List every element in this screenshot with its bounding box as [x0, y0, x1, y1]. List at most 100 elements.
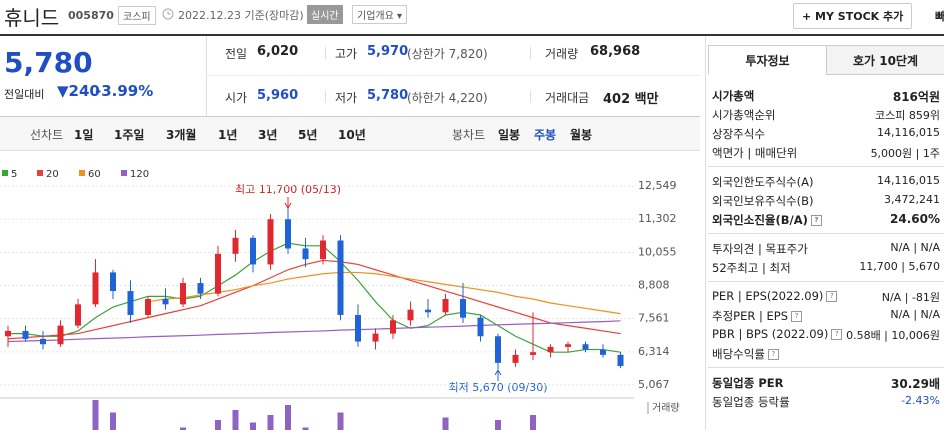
y-tick-label: 12,549 — [638, 179, 677, 192]
candle-body — [565, 344, 571, 347]
market-badge: 코스피 — [118, 6, 156, 25]
info-label: 시가총액순위 — [712, 108, 776, 122]
candle-body — [372, 333, 379, 342]
info-value: 14,116,015 — [877, 174, 940, 187]
info-label: 동일업종 등락률 — [712, 395, 790, 409]
period-option[interactable]: 월봉 — [570, 128, 593, 142]
candle-body — [407, 309, 414, 321]
y-tick-label: 5,067 — [638, 378, 670, 391]
stat-value: 5,970 — [367, 44, 409, 59]
stat-label: 시가 — [225, 91, 248, 105]
volume-label: 거래량 — [652, 402, 680, 414]
change-label: 전일대비 — [4, 88, 45, 101]
panel-divider — [705, 36, 706, 430]
group-divider — [708, 233, 944, 234]
stat-separator — [325, 47, 326, 59]
stat-label: 저가 — [335, 91, 358, 105]
info-value: N/A | N/A — [890, 308, 940, 321]
candle-body — [145, 299, 151, 315]
volume-bar — [442, 417, 449, 430]
period-option[interactable]: 주봉 — [534, 128, 557, 142]
legend-swatch — [37, 170, 43, 176]
period-option[interactable]: 3년 — [258, 128, 278, 142]
info-value: -2.43% — [901, 394, 940, 407]
period-option[interactable]: 3개월 — [166, 128, 197, 142]
period-option[interactable]: 1일 — [74, 128, 94, 142]
info-value: N/A | N/A — [890, 241, 940, 254]
candle-body — [162, 299, 169, 305]
stat-label: 전일 — [225, 47, 248, 61]
y-tick-label: 6,314 — [638, 345, 670, 358]
change-value: 240 — [68, 82, 100, 100]
panel-tab[interactable]: 호가 10단계 — [826, 45, 944, 75]
mystock-button[interactable]: + MY STOCK 추가 — [793, 3, 913, 29]
moving-average-line — [7, 259, 621, 340]
stat-extra: (상한가 7,820) — [407, 47, 488, 61]
candle-body — [197, 283, 204, 294]
info-label: 배당수익률? — [712, 346, 779, 362]
candle-body — [512, 354, 519, 363]
quick-order[interactable]: 빠른주문 — [935, 10, 944, 23]
candle-body — [92, 272, 99, 305]
candle-body — [582, 344, 589, 350]
period-option[interactable]: 일봉 — [498, 128, 521, 142]
stat-extra: (하한가 4,220) — [407, 91, 488, 105]
period-option[interactable]: 5년 — [298, 128, 318, 142]
stat-value: 5,780 — [367, 88, 409, 103]
period-option[interactable]: 1년 — [218, 128, 238, 142]
realtime-badge[interactable]: 실시간 — [307, 5, 343, 24]
info-label: 52주최고 | 최저 — [712, 261, 791, 275]
help-icon[interactable]: ? — [826, 291, 838, 302]
legend-label: 20 — [46, 169, 59, 180]
info-value: 816억원 — [892, 90, 940, 104]
price-chart: 최고 11,700 (05/13) 최저 5,670 (09/30) 거래량 1… — [0, 169, 680, 430]
moving-average-line — [8, 242, 621, 353]
volume-bar — [232, 410, 239, 430]
info-label: 투자의견 | 목표주가 — [712, 242, 808, 256]
stat-label: 고가 — [335, 47, 358, 61]
panel-tab[interactable]: 투자정보 — [708, 45, 827, 75]
help-icon[interactable]: ? — [767, 349, 779, 360]
low-annotation: 최저 5,670 (09/30) — [448, 381, 547, 394]
candle-body — [180, 283, 186, 305]
candle-body — [390, 320, 396, 334]
legend-swatch — [2, 170, 8, 176]
volume-bar — [180, 427, 186, 430]
info-value: 3,472,241 — [884, 193, 940, 206]
low-arrowhead — [494, 369, 502, 376]
candle-body — [302, 248, 309, 260]
info-value: 11,700 | 5,670 — [859, 260, 940, 273]
volume-bar — [267, 415, 274, 430]
info-label: 외국인보유주식수(B) — [712, 194, 814, 208]
price: 5,780 — [4, 46, 93, 79]
help-icon[interactable]: ? — [831, 329, 843, 340]
candle-body — [75, 304, 81, 326]
volume-bar — [337, 412, 344, 430]
stat-value: 6,020 — [257, 44, 299, 59]
info-label: 시가총액 — [712, 89, 755, 103]
stat-separator — [530, 91, 531, 103]
volume-bar — [250, 422, 256, 430]
period-option[interactable]: 1주일 — [114, 128, 145, 142]
candle-body — [355, 314, 361, 342]
overview-dropdown[interactable]: 기업개요 ▾ — [352, 5, 408, 24]
moving-average-line — [147, 271, 621, 315]
help-icon[interactable]: ? — [791, 311, 803, 322]
y-tick-label: 11,302 — [638, 212, 677, 225]
stock-name: 휴니드 — [4, 6, 60, 30]
period-option[interactable]: 10년 — [338, 128, 366, 142]
high-annotation: 최고 11,700 (05/13) — [235, 183, 341, 196]
legend-label: 120 — [130, 169, 149, 180]
candle-body — [22, 330, 29, 339]
candle-body — [425, 309, 431, 313]
help-icon[interactable]: ? — [810, 215, 822, 226]
candle-body — [460, 299, 466, 318]
quote-divider — [206, 36, 207, 116]
group-divider — [708, 166, 944, 167]
info-label: 동일업종 PER — [712, 376, 784, 390]
candle-body — [600, 349, 606, 355]
info-label: PBR | BPS (2022.09)? — [712, 327, 843, 341]
clock-icon — [162, 8, 174, 20]
candle-body — [267, 219, 274, 265]
volume-bar — [285, 405, 291, 430]
